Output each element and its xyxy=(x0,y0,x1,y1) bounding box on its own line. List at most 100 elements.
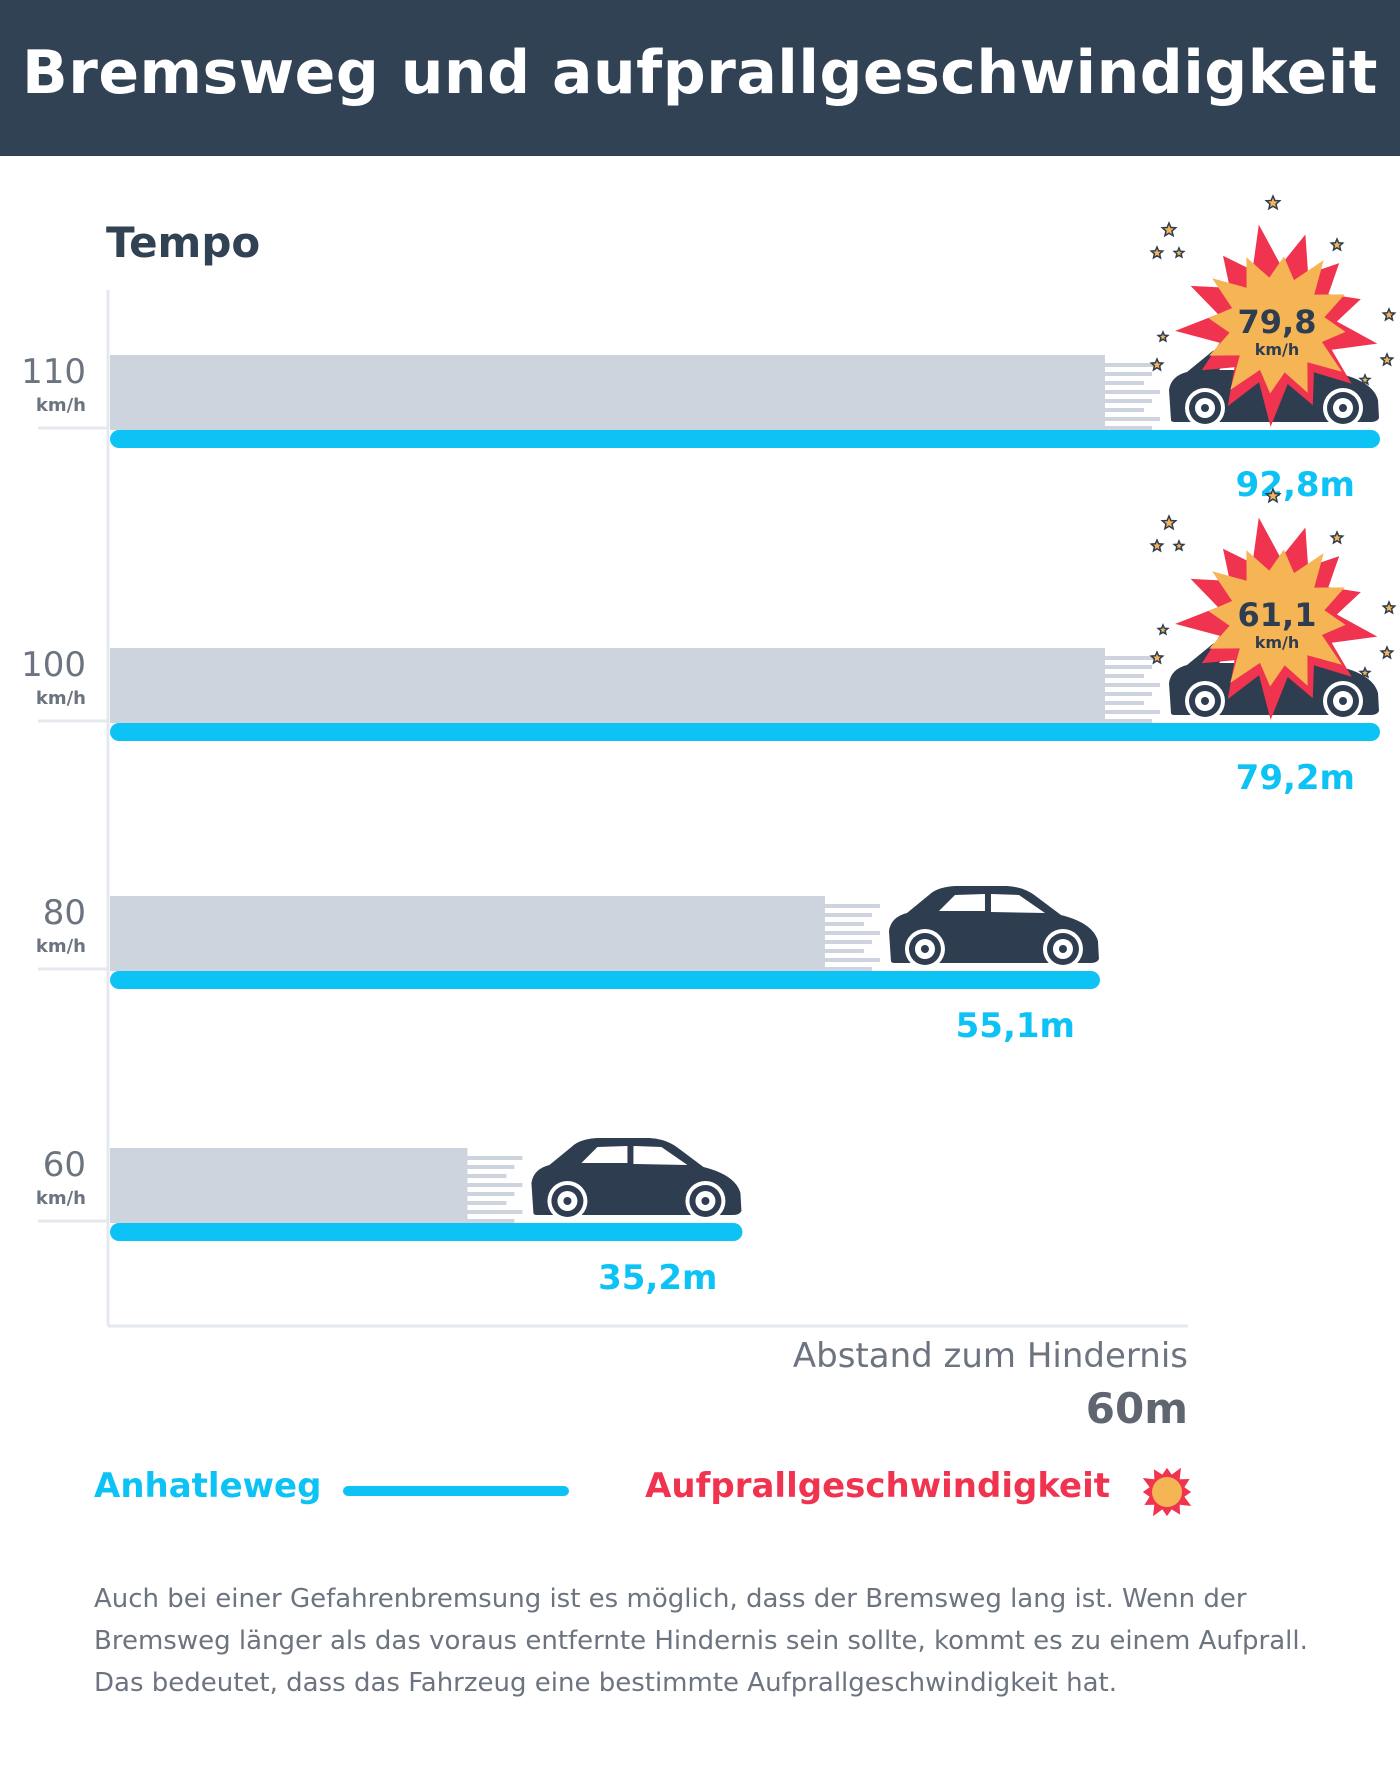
spark-star-icon xyxy=(1149,650,1165,665)
speed-streak xyxy=(1075,665,1152,669)
y-axis-title: Tempo xyxy=(106,218,261,267)
impact-speed-value: 79,8 xyxy=(1238,303,1317,341)
obstacle-distance: 60m xyxy=(1085,1384,1188,1433)
spark-star-icon xyxy=(1379,645,1395,660)
spark-star-icon xyxy=(1160,514,1178,531)
legend-burst-inner xyxy=(1152,1477,1182,1507)
impact-speed-value: 61,1 xyxy=(1238,596,1317,634)
car-window-front xyxy=(633,1146,688,1165)
legend-stop-line xyxy=(343,1486,569,1496)
car-wheel-center xyxy=(1339,404,1347,412)
spark-star-icon xyxy=(1381,600,1397,615)
spark-star-icon xyxy=(1149,245,1165,260)
car-icon xyxy=(888,886,1099,969)
spark-star-icon xyxy=(1156,330,1170,343)
spark-star-icon xyxy=(1149,357,1165,372)
stop-distance-bar xyxy=(110,723,1380,741)
speed-unit: km/h xyxy=(36,1188,86,1209)
speed-value: 100 xyxy=(21,645,86,685)
speed-streak xyxy=(794,913,872,917)
speed-streak xyxy=(445,1210,523,1214)
impact-speed-unit: km/h xyxy=(1255,633,1300,652)
spark-star-icon xyxy=(1149,538,1165,553)
speed-streak xyxy=(1071,408,1144,412)
speed-streak xyxy=(1079,692,1152,696)
speed-streak xyxy=(1073,719,1152,723)
brake-zone-bar xyxy=(110,896,825,971)
car-wheel-center xyxy=(701,1197,710,1205)
stop-distance-bar xyxy=(110,430,1380,448)
speed-streak xyxy=(1083,417,1160,421)
speed-streak xyxy=(1071,701,1144,705)
car-wheel-center xyxy=(1058,945,1067,953)
legend-impact-label: Aufprallgeschwindigkeit xyxy=(645,1466,1110,1506)
stop-distance-label: 35,2m xyxy=(598,1258,717,1298)
speed-value: 110 xyxy=(21,352,86,392)
stop-distance-label: 55,1m xyxy=(956,1006,1075,1046)
car-window-front xyxy=(990,894,1045,913)
spark-star-icon xyxy=(1264,487,1282,504)
speed-value: 80 xyxy=(43,893,86,933)
spark-star-icon xyxy=(1358,666,1372,679)
speed-streak xyxy=(1065,656,1160,660)
legend-stop-label: Anhatleweg xyxy=(94,1466,322,1506)
brake-zone-bar xyxy=(110,1148,468,1223)
speed-streak xyxy=(433,1201,507,1205)
burst-inner xyxy=(1208,549,1346,687)
spark-star-icon xyxy=(1264,194,1282,211)
stop-distance-bar xyxy=(110,971,1100,989)
car-wheel-center xyxy=(1201,697,1209,705)
explanation-text: Auch bei einer Gefahrenbremsung ist es m… xyxy=(94,1584,1308,1698)
speed-streak xyxy=(1065,363,1160,367)
speed-streak xyxy=(804,922,864,926)
impact-burst-icon: 61,1km/h xyxy=(1149,487,1397,720)
speed-streak xyxy=(435,1219,515,1223)
obstacle-caption: Abstand zum Hindernis xyxy=(792,1336,1188,1376)
spark-star-icon xyxy=(1381,307,1397,322)
speed-streak xyxy=(1065,390,1160,394)
spark-star-icon xyxy=(1358,373,1372,386)
speed-streak xyxy=(427,1156,523,1160)
car-window-rear xyxy=(581,1146,628,1163)
car-wheel-center xyxy=(1339,697,1347,705)
spark-star-icon xyxy=(1172,246,1186,259)
page-title: Bremsweg und aufprallgeschwindigkeit xyxy=(22,38,1378,108)
car-icon xyxy=(531,1138,742,1221)
spark-star-icon xyxy=(1329,237,1345,252)
speed-streak xyxy=(802,958,880,962)
stop-distance-bar xyxy=(110,1223,743,1241)
speed-streak xyxy=(1079,399,1152,403)
speed-row-60: 60 km/h 35,2m xyxy=(36,1138,743,1298)
speed-streak xyxy=(1085,381,1144,385)
speed-streak xyxy=(1085,674,1144,678)
speed-streak xyxy=(1075,372,1152,376)
speed-unit: km/h xyxy=(36,688,86,709)
speed-row-80: 80 km/h 55,1m xyxy=(36,886,1100,1046)
speed-streak xyxy=(1073,426,1152,430)
legend-burst-icon xyxy=(1142,1467,1192,1517)
speed-streak xyxy=(1065,683,1160,687)
spark-star-icon xyxy=(1379,352,1395,367)
speed-streak xyxy=(447,1174,507,1178)
speed-streak xyxy=(427,1183,523,1187)
speed-streak xyxy=(790,949,864,953)
brake-zone-bar xyxy=(110,648,1105,723)
spark-star-icon xyxy=(1172,539,1186,552)
spark-star-icon xyxy=(1156,623,1170,636)
speed-streak xyxy=(784,904,880,908)
impact-burst-icon: 79,8km/h xyxy=(1149,194,1397,427)
burst-inner xyxy=(1208,256,1346,394)
stop-distance-label: 79,2m xyxy=(1236,758,1355,798)
spark-star-icon xyxy=(1329,530,1345,545)
header-bar: Bremsweg und aufprallgeschwindigkeit xyxy=(0,0,1400,156)
speed-unit: km/h xyxy=(36,395,86,416)
speed-streak xyxy=(784,931,880,935)
car-window-rear xyxy=(938,894,985,911)
speed-unit: km/h xyxy=(36,936,86,957)
speed-streak xyxy=(441,1192,515,1196)
speed-streak xyxy=(792,967,872,971)
car-wheel-center xyxy=(1201,404,1209,412)
